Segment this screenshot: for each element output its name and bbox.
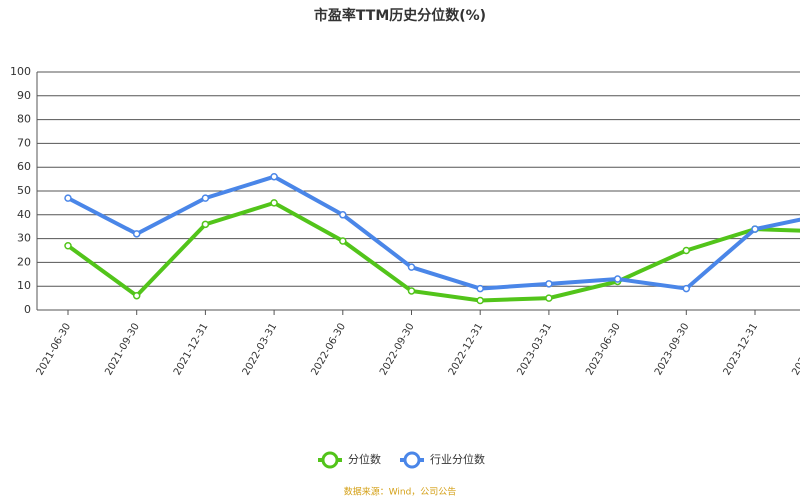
y-tick-label: 60 <box>17 160 31 173</box>
point <box>132 230 141 238</box>
point <box>64 241 72 250</box>
point <box>682 246 691 255</box>
y-tick-label: 80 <box>17 113 31 126</box>
legend-marker <box>403 451 421 469</box>
legend-marker <box>321 451 339 469</box>
point <box>407 287 416 295</box>
point <box>132 291 141 300</box>
y-tick-label: 90 <box>17 89 31 102</box>
plot-area: 2021-06-30 2021-09-30 2021-12-31 2022-03-31… <box>35 172 800 378</box>
series-line <box>66 200 800 303</box>
y-tick-label: 10 <box>17 279 31 292</box>
point <box>64 194 72 202</box>
x-tick-label: 2022-06-30 <box>309 322 348 378</box>
point <box>201 194 210 202</box>
x-tick-label: 2023-03-31 <box>516 322 555 378</box>
x-tick-label: 2023-12-31 <box>722 322 761 378</box>
point <box>751 225 759 233</box>
x-tick-label: 2022-03-31 <box>241 322 280 378</box>
point <box>613 275 622 283</box>
x-tick-label: 2023-09-30 <box>653 322 692 378</box>
x-tick-label: 2021-12-31 <box>172 322 211 378</box>
point <box>270 172 278 181</box>
point <box>545 294 553 302</box>
y-tick-label: 70 <box>17 136 31 149</box>
x-tick-label: 2024-03-31 <box>790 322 800 378</box>
y-tick-label: 0 <box>24 303 31 316</box>
point <box>407 263 416 271</box>
legend-label: 行业分位数 <box>430 452 485 466</box>
x-tick-label: 2022-09-30 <box>378 322 417 378</box>
point <box>682 284 691 293</box>
legend-label: 分位数 <box>348 452 381 466</box>
y-tick-label: 30 <box>17 232 31 245</box>
y-tick-label: 40 <box>17 208 31 221</box>
y-tick-label: 50 <box>17 184 31 197</box>
point <box>339 211 347 219</box>
y-tick-label: 20 <box>17 255 31 268</box>
x-tick-label: 2022-12-31 <box>447 322 486 378</box>
point <box>270 199 278 207</box>
y-tick-label: 100 <box>10 65 31 78</box>
point <box>339 237 347 245</box>
series-line <box>67 174 800 291</box>
source-note: 数据来源：Wind，公司公告 <box>344 486 457 498</box>
chart-title: 市盈率TTM历史分位数(%) <box>314 7 486 24</box>
point <box>545 280 553 288</box>
x-tick-label: 2021-09-30 <box>103 322 142 378</box>
point <box>476 296 484 305</box>
point <box>476 284 484 293</box>
x-tick-label: 2021-06-30 <box>35 322 74 378</box>
x-tick-label: 2023-06-30 <box>584 322 623 378</box>
point <box>201 220 210 229</box>
